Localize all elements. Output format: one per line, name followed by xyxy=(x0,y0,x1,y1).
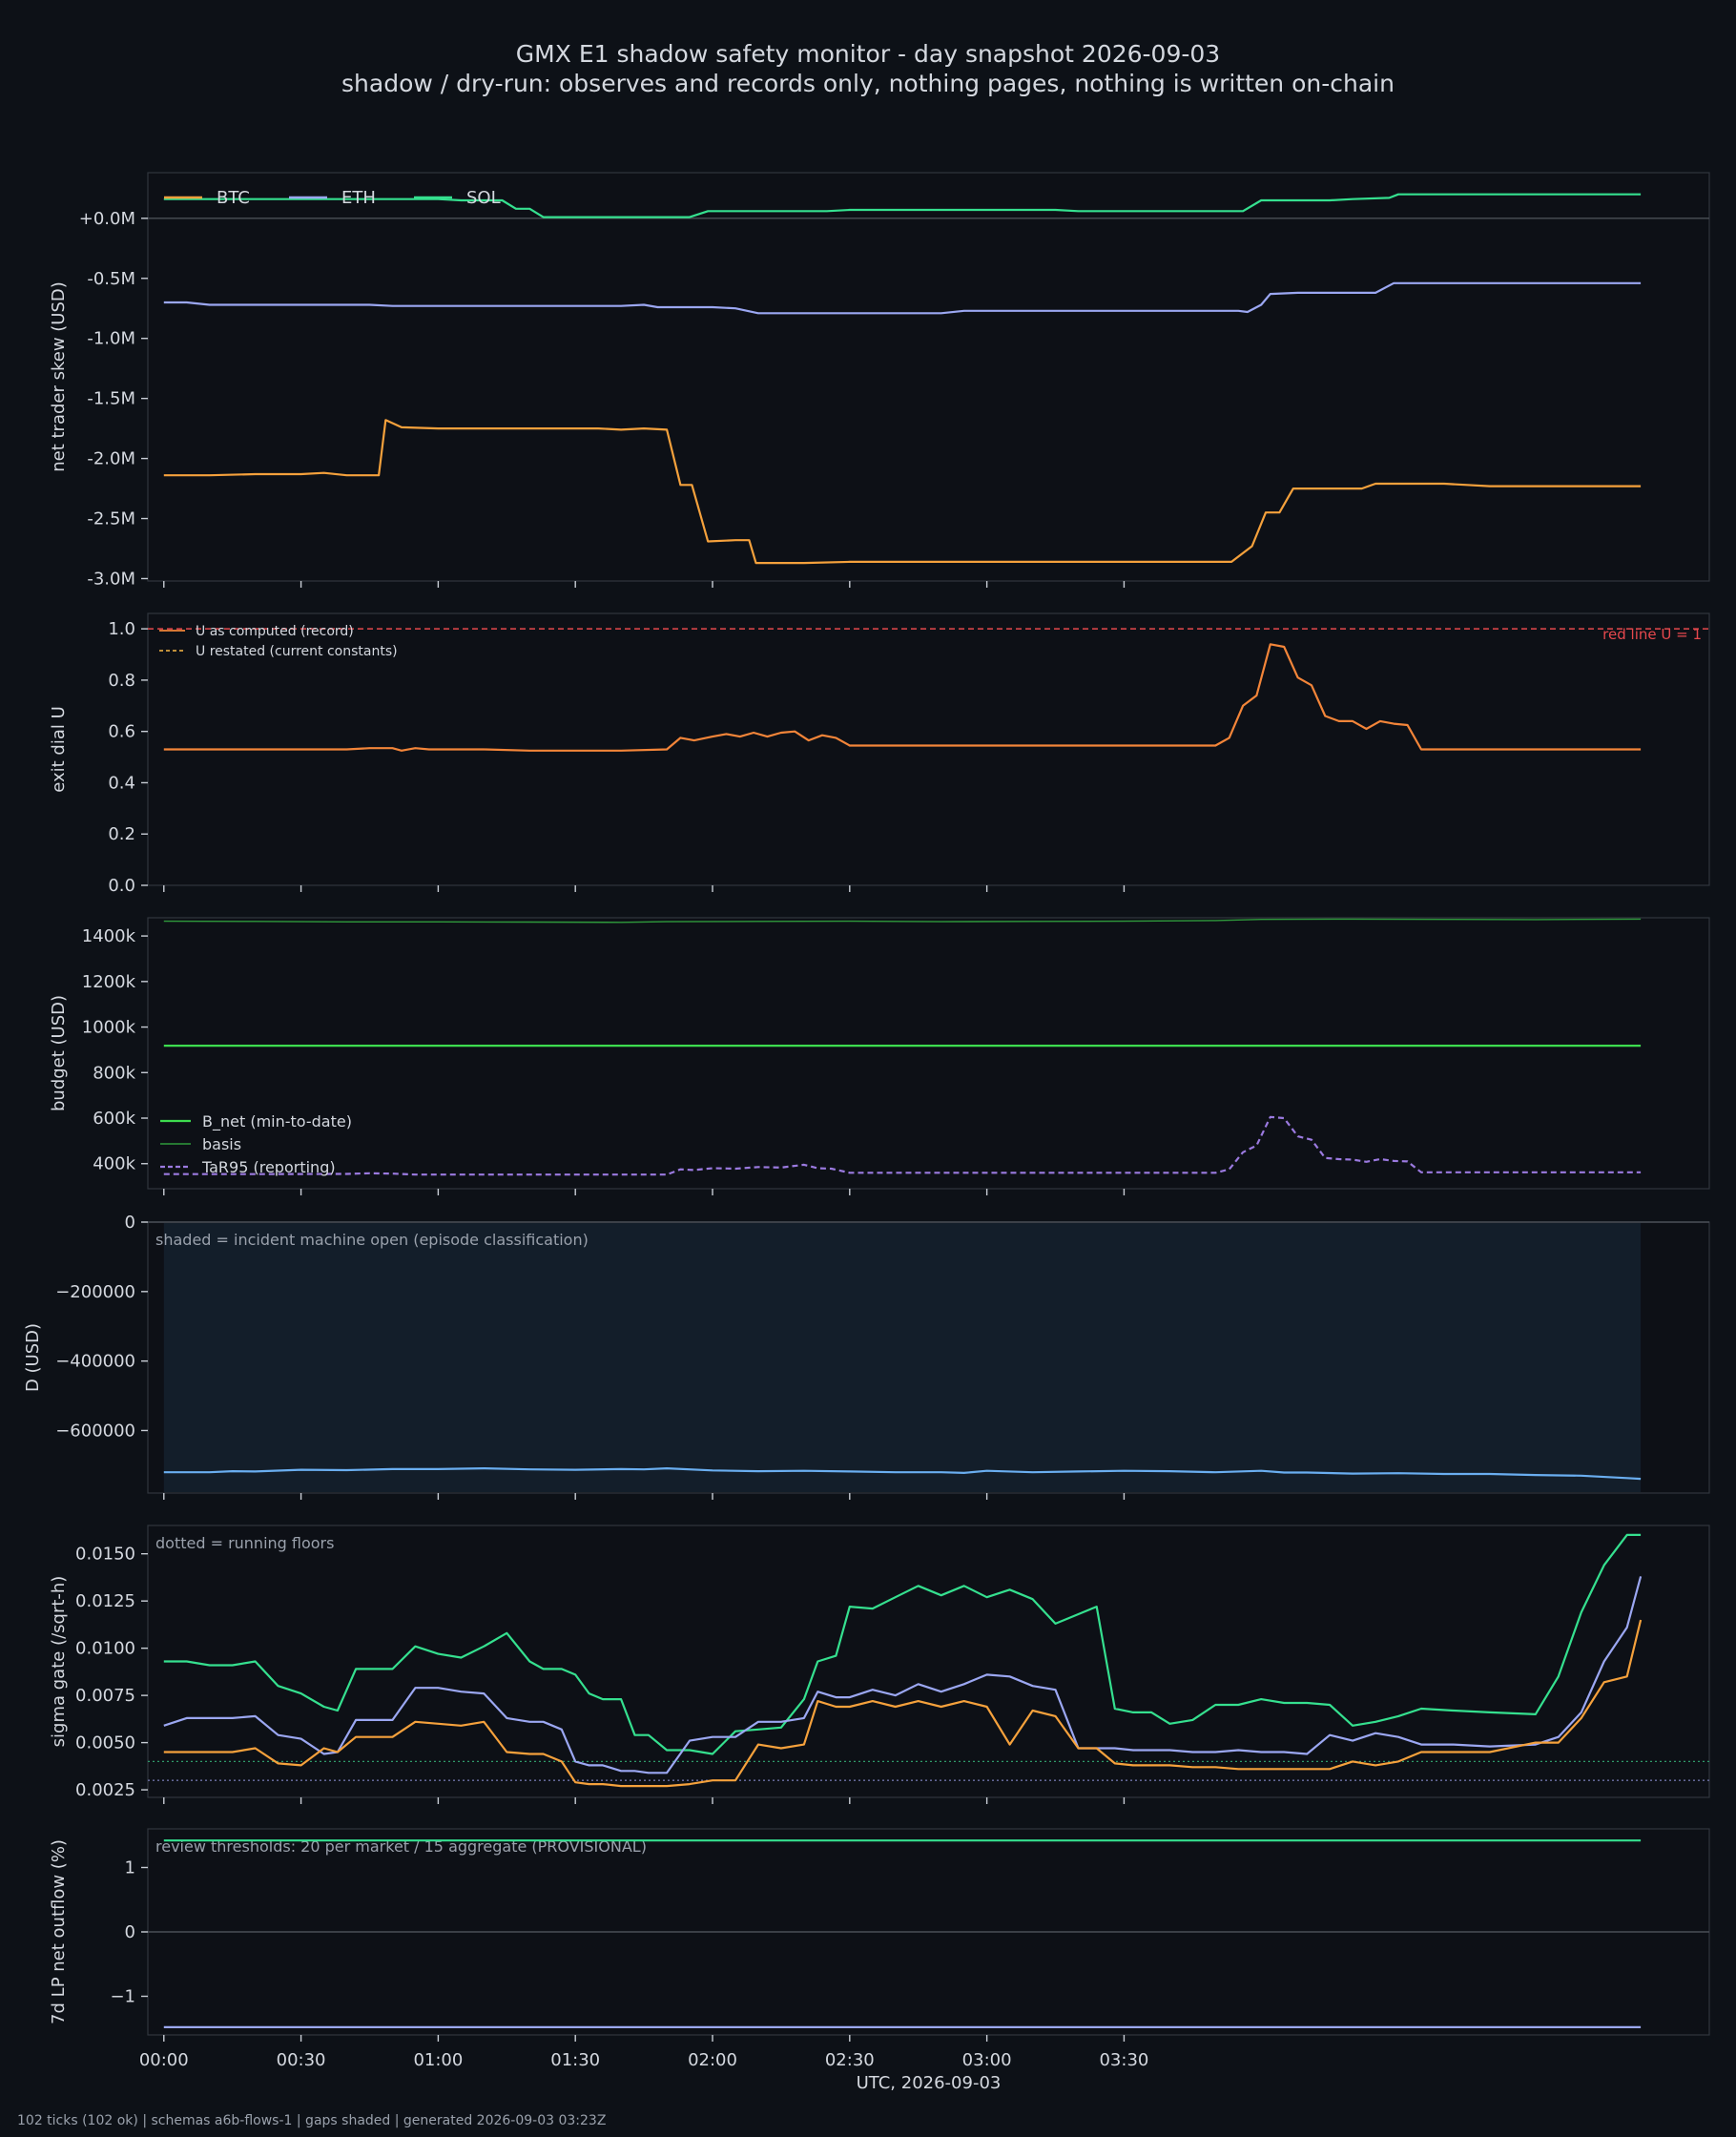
x-tick-label: 00:00 xyxy=(139,2050,189,2070)
status-footer: 102 ticks (102 ok) | schemas a6b-flows-1… xyxy=(17,2113,607,2128)
x-tick-label: 02:00 xyxy=(688,2050,737,2070)
series-line-eth xyxy=(163,1576,1643,1774)
y-tick-label: 0.6 xyxy=(108,722,135,742)
y-tick-label: -1.0M xyxy=(87,329,135,349)
legend-label: TaR95 (reporting) xyxy=(201,1158,336,1176)
series-line-basis xyxy=(163,918,1642,923)
y-tick-label: +0.0M xyxy=(79,209,135,229)
legend-label: B_net (min-to-date) xyxy=(202,1112,352,1131)
y-tick-label: -2.5M xyxy=(87,509,135,529)
panel-lp: 1 0 −1 7d LP net outflow (%) review threshol… xyxy=(49,1828,1710,2042)
x-axis-label: UTC, 2026-09-03 xyxy=(857,2073,1002,2093)
y-tick-label: 0.4 xyxy=(108,773,135,793)
plot-area xyxy=(147,172,1710,582)
y-axis-label: D (USD) xyxy=(23,1323,43,1392)
y-tick-label: 0.0125 xyxy=(75,1591,135,1611)
y-tick-label: 0.0150 xyxy=(75,1545,135,1565)
y-axis-label: 7d LP net outflow (%) xyxy=(49,1839,69,2024)
y-tick-label: −200000 xyxy=(55,1282,135,1302)
figure-subtitle: shadow / dry-run: observes and records o… xyxy=(341,70,1395,97)
y-tick-label: 0.0050 xyxy=(75,1733,135,1753)
series-line-tar95 xyxy=(163,1115,1642,1176)
y-tick-label: -2.0M xyxy=(87,449,135,469)
panel-sigma: 0.0025 0.0050 0.0075 0.0100 0.0125 0.0150 sigm… xyxy=(49,1525,1710,1804)
panel-budget: 400k 600k 800k 1000k 1200k 1400k budget (USD) B… xyxy=(49,917,1710,1195)
panel-exit: red line U = 1 0.0 0.2 0.4 0.6 0.8 1.0 exit dia… xyxy=(49,612,1710,896)
legend-label: ETH xyxy=(341,188,376,208)
panel-annotation: shaded = incident machine open (episode … xyxy=(155,1231,589,1249)
panel-annotation: review thresholds: 20 per market / 15 ag… xyxy=(155,1837,647,1856)
y-tick-label: −400000 xyxy=(55,1352,135,1372)
y-tick-label: 0 xyxy=(125,1922,135,1942)
red-line-label: red line U = 1 xyxy=(1602,626,1702,643)
y-tick-label: 0.8 xyxy=(108,671,135,691)
incident-shade xyxy=(163,1223,1642,1492)
series-line-sol xyxy=(163,193,1642,218)
y-tick-label: 0.0 xyxy=(108,876,135,896)
panel-annotation: dotted = running floors xyxy=(155,1534,334,1552)
y-tick-label: −600000 xyxy=(55,1421,135,1441)
y-tick-label: 800k xyxy=(93,1063,135,1083)
series-line-btc xyxy=(163,419,1642,565)
series-line-sol xyxy=(163,1533,1642,1755)
x-tick-label: 03:00 xyxy=(962,2050,1012,2070)
plot-area xyxy=(147,1525,1710,1798)
plot-area xyxy=(147,917,1710,1190)
legend-label: U as computed (record) xyxy=(196,624,354,639)
legend-label: basis xyxy=(202,1135,241,1153)
y-axis-label: sigma gate (/sqrt-h) xyxy=(49,1576,69,1748)
y-tick-label: -0.5M xyxy=(87,269,135,289)
series-line-eth xyxy=(163,281,1642,315)
x-tick-label: 02:30 xyxy=(825,2050,875,2070)
y-tick-label: -1.5M xyxy=(87,389,135,409)
legend-label: BTC xyxy=(217,188,250,208)
y-axis-label: budget (USD) xyxy=(49,995,69,1111)
y-tick-label: 0.2 xyxy=(108,824,135,844)
y-tick-label: 600k xyxy=(93,1109,135,1129)
panel-skew: +0.0M -0.5M -1.0M -1.5M -2.0M -2.5M -3.0M net t… xyxy=(49,172,1710,589)
y-tick-label: 0.0025 xyxy=(75,1780,135,1800)
y-tick-label: 1000k xyxy=(82,1018,136,1038)
y-tick-label: -3.0M xyxy=(87,569,135,589)
y-axis-label: net trader skew (USD) xyxy=(49,281,69,472)
y-tick-label: 1.0 xyxy=(108,619,135,639)
series-line-btc xyxy=(163,1619,1643,1788)
y-tick-label: 0.0075 xyxy=(75,1686,135,1706)
y-axis-label: exit dial U xyxy=(49,706,69,793)
series-line-u xyxy=(163,643,1642,752)
legend-label: SOL xyxy=(466,188,501,208)
x-tick-label: 00:30 xyxy=(277,2050,326,2070)
y-tick-label: 400k xyxy=(93,1154,135,1174)
y-tick-label: −1 xyxy=(110,1987,135,2007)
figure-title: GMX E1 shadow safety monitor - day snaps… xyxy=(515,40,1221,68)
y-tick-label: 1400k xyxy=(82,926,136,946)
y-tick-label: 1 xyxy=(125,1858,135,1878)
y-tick-label: 1200k xyxy=(82,972,136,992)
legend-label: U restated (current constants) xyxy=(196,644,398,659)
x-tick-label: 03:30 xyxy=(1099,2050,1148,2070)
panel-drawdown: 0 −200000 −400000 −600000 D (USD) shaded = in… xyxy=(23,1213,1710,1500)
x-tick-label: 01:30 xyxy=(550,2050,600,2070)
y-tick-label: 0 xyxy=(125,1213,135,1233)
y-tick-label: 0.0100 xyxy=(75,1639,135,1659)
x-tick-label: 01:00 xyxy=(413,2050,463,2070)
series-line-d xyxy=(163,1467,1642,1481)
